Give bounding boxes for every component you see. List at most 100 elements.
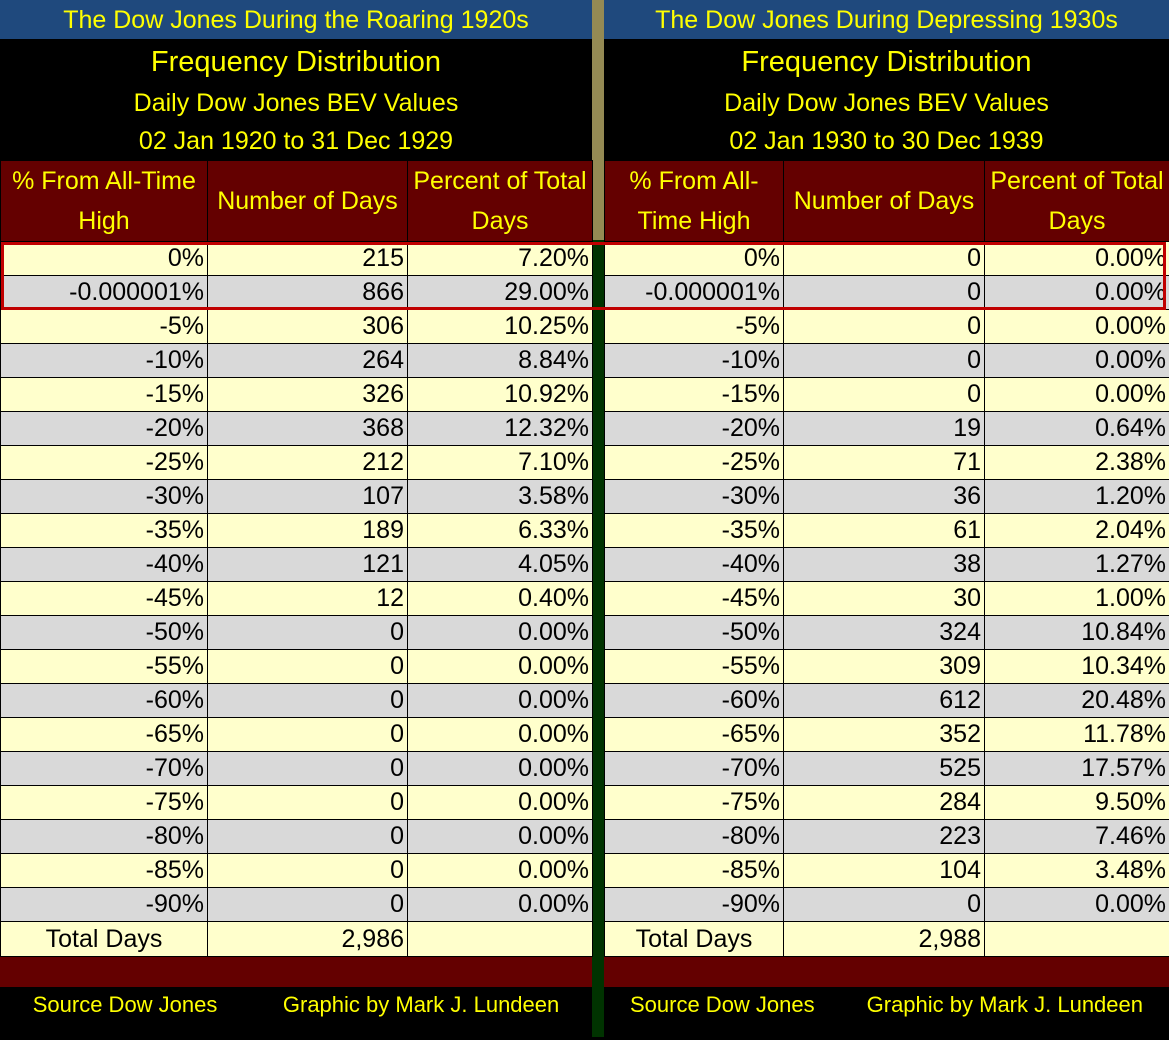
- table-cell: 0: [207, 615, 408, 650]
- table-cell: -30%: [0, 479, 208, 514]
- table-cell: -70%: [0, 751, 208, 786]
- table-cell: -75%: [0, 785, 208, 820]
- table-row: -65% 0 0.00%: [0, 717, 593, 752]
- table-cell: 4.05%: [407, 547, 593, 582]
- table-row: -85% 0 0.00%: [0, 853, 593, 888]
- table-row: -85% 104 3.48%: [604, 853, 1169, 888]
- table-cell: 1.27%: [984, 547, 1169, 582]
- table-cell: -35%: [0, 513, 208, 548]
- table-cell: 3.58%: [407, 479, 593, 514]
- footer: Source Dow Jones Graphic by Mark J. Lunde…: [604, 987, 1169, 1022]
- table-cell: 525: [783, 751, 985, 786]
- separator-bottom: [592, 240, 604, 1037]
- column-header: % From All-Time High: [0, 160, 208, 242]
- table-cell: 352: [783, 717, 985, 752]
- table-cell: 10.92%: [407, 377, 593, 412]
- table-title: The Dow Jones During the Roaring 1920s: [0, 0, 592, 40]
- table-cell: -40%: [604, 547, 784, 582]
- frequency-table: % From All-Time High Number of Days Percen…: [604, 160, 1169, 957]
- table-row: -55% 309 10.34%: [604, 649, 1169, 684]
- table-row: -0.000001% 866 29.00%: [0, 275, 593, 310]
- footer: Source Dow Jones Graphic by Mark J. Lunde…: [0, 987, 592, 1022]
- table-cell: 10.84%: [984, 615, 1169, 650]
- table-cell: 2.04%: [984, 513, 1169, 548]
- table-cell: 264: [207, 343, 408, 378]
- column-header: % From All-Time High: [604, 160, 784, 242]
- table-row: -20% 19 0.64%: [604, 411, 1169, 446]
- table-row: -15% 0 0.00%: [604, 377, 1169, 412]
- table-cell: 0.64%: [984, 411, 1169, 446]
- table-cell: -10%: [0, 343, 208, 378]
- table-cell: -35%: [604, 513, 784, 548]
- total-value: 2,988: [783, 921, 985, 957]
- table-row: -80% 0 0.00%: [0, 819, 593, 854]
- column-header: Number of Days: [783, 160, 985, 242]
- table-cell: 0.00%: [984, 377, 1169, 412]
- table-row: -25% 212 7.10%: [0, 445, 593, 480]
- heading: Frequency Distribution: [150, 46, 442, 78]
- panel-1930s: The Dow Jones During Depressing 1930s Fr…: [604, 0, 1169, 1040]
- table-cell: 8.84%: [407, 343, 593, 378]
- table-cell: 0.00%: [984, 887, 1169, 922]
- table-cell: -0.000001%: [604, 275, 784, 310]
- table-cell: -20%: [0, 411, 208, 446]
- table-cell: 0: [783, 377, 985, 412]
- table-row: -25% 71 2.38%: [604, 445, 1169, 480]
- date-range: 02 Jan 1930 to 30 Dec 1939: [729, 127, 1044, 155]
- table-cell: 0: [783, 309, 985, 344]
- table-cell: -20%: [604, 411, 784, 446]
- table-row: -75% 284 9.50%: [604, 785, 1169, 820]
- total-row: Total Days 2,986: [0, 921, 593, 957]
- table-cell: -65%: [604, 717, 784, 752]
- table-cell: 189: [207, 513, 408, 548]
- table-cell: 0.00%: [407, 853, 593, 888]
- table-row: -35% 189 6.33%: [0, 513, 593, 548]
- column-header: Percent of Total Days: [984, 160, 1169, 242]
- table-cell: -80%: [604, 819, 784, 854]
- table-cell: -70%: [604, 751, 784, 786]
- table-cell: -55%: [0, 649, 208, 684]
- table-cell: 61: [783, 513, 985, 548]
- table-cell: -0.000001%: [0, 275, 208, 310]
- panel-1920s: The Dow Jones During the Roaring 1920s F…: [0, 0, 593, 1022]
- table-row: -70% 525 17.57%: [604, 751, 1169, 786]
- table-cell: 324: [783, 615, 985, 650]
- table-cell: -25%: [0, 445, 208, 480]
- table-cell: 612: [783, 683, 985, 718]
- table-cell: 0%: [0, 241, 208, 276]
- separator-top: [592, 0, 604, 240]
- table-cell: 0.00%: [407, 683, 593, 718]
- table-cell: 12.32%: [407, 411, 593, 446]
- table-cell: -15%: [604, 377, 784, 412]
- table-row: -90% 0 0.00%: [0, 887, 593, 922]
- table-cell: -45%: [604, 581, 784, 616]
- table-cell: 0: [207, 649, 408, 684]
- table-row: 0% 215 7.20%: [0, 241, 593, 276]
- table-row: -90% 0 0.00%: [604, 887, 1169, 922]
- table-row: -30% 36 1.20%: [604, 479, 1169, 514]
- table-cell: -50%: [604, 615, 784, 650]
- table-cell: 6.33%: [407, 513, 593, 548]
- table-cell: 0.00%: [984, 309, 1169, 344]
- table-cell: 2.38%: [984, 445, 1169, 480]
- column-header: Number of Days: [207, 160, 408, 242]
- table-cell: 0.00%: [407, 717, 593, 752]
- table-row: -5% 306 10.25%: [0, 309, 593, 344]
- frequency-table: % From All-Time High Number of Days Percen…: [0, 160, 593, 957]
- empty-cell: [407, 921, 593, 957]
- table-cell: -60%: [604, 683, 784, 718]
- table-row: -5% 0 0.00%: [604, 309, 1169, 344]
- table-cell: 0.00%: [984, 241, 1169, 276]
- table-row: -65% 352 11.78%: [604, 717, 1169, 752]
- table-cell: 7.10%: [407, 445, 593, 480]
- column-headers: % From All-Time High Number of Days Percen…: [604, 160, 1169, 242]
- table-cell: 0.00%: [984, 343, 1169, 378]
- table-cell: 0%: [604, 241, 784, 276]
- table-cell: -65%: [0, 717, 208, 752]
- table-cell: 0.00%: [407, 887, 593, 922]
- table-cell: -45%: [0, 581, 208, 616]
- table-cell: 104: [783, 853, 985, 888]
- table-row: 0% 0 0.00%: [604, 241, 1169, 276]
- total-label: Total Days: [604, 921, 784, 957]
- table-row: -40% 38 1.27%: [604, 547, 1169, 582]
